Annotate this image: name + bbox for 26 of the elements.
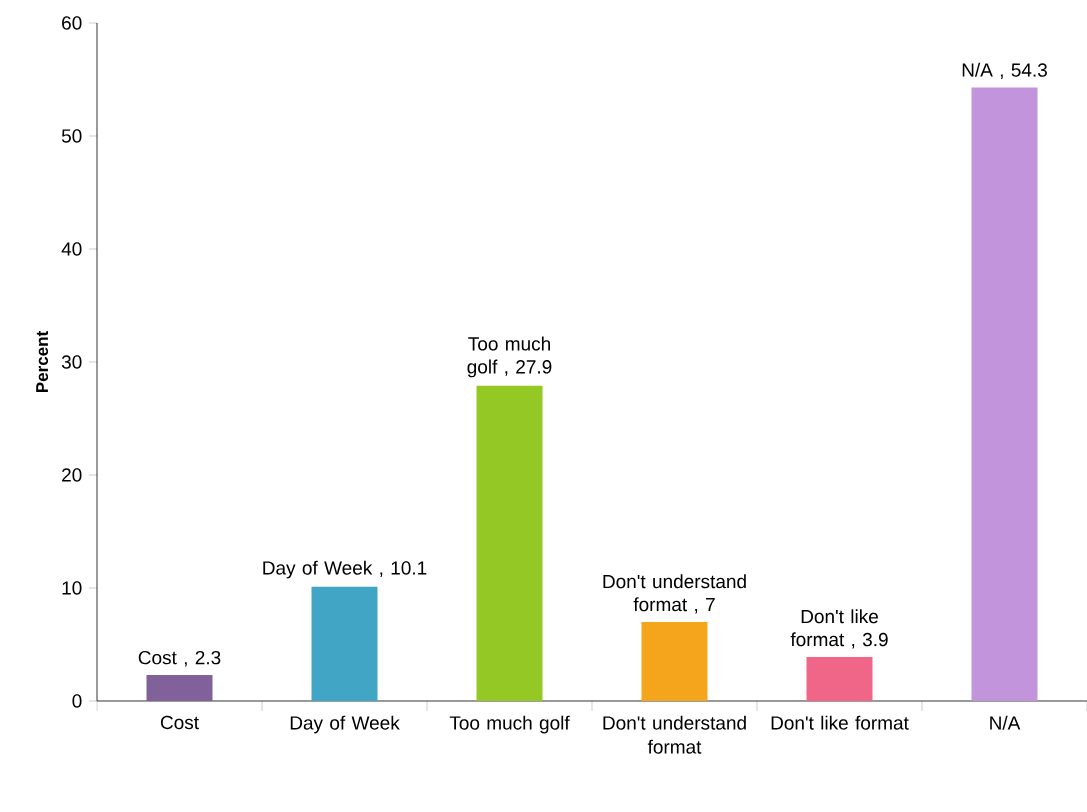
- y-tick-label: 10: [62, 581, 82, 595]
- x-tick-label: Don't understand format: [603, 715, 746, 754]
- data-label: Don't understand format , 7: [603, 574, 746, 614]
- y-tick-label: 0: [72, 694, 82, 708]
- y-tick-label: 20: [62, 468, 82, 482]
- bar: [806, 656, 873, 701]
- data-label: Cost , 2.3: [138, 650, 221, 667]
- bar: [971, 87, 1038, 701]
- y-tick-label: 30: [61, 355, 82, 369]
- data-label: N/A , 54.3: [962, 62, 1047, 80]
- x-tick-label: Day of Week: [290, 715, 400, 734]
- bar: [146, 675, 213, 701]
- x-tick-label: N/A: [990, 715, 1021, 730]
- x-tick-label: Too much golf: [449, 715, 570, 734]
- bar: [311, 586, 378, 701]
- bar: [641, 621, 708, 701]
- y-axis-title: Percent: [36, 331, 49, 393]
- x-tick-label: Cost: [160, 715, 199, 730]
- y-tick-label: 40: [61, 242, 82, 256]
- bar: [476, 385, 543, 701]
- data-label: Day of Week , 10.1: [263, 560, 427, 579]
- data-label: Don't like format , 3.9: [790, 609, 888, 649]
- y-tick-label: 50: [61, 129, 82, 143]
- x-tick-label: Don't like format: [771, 715, 909, 730]
- data-label: Too much golf , 27.9: [467, 336, 552, 378]
- y-tick-label: 60: [62, 16, 82, 30]
